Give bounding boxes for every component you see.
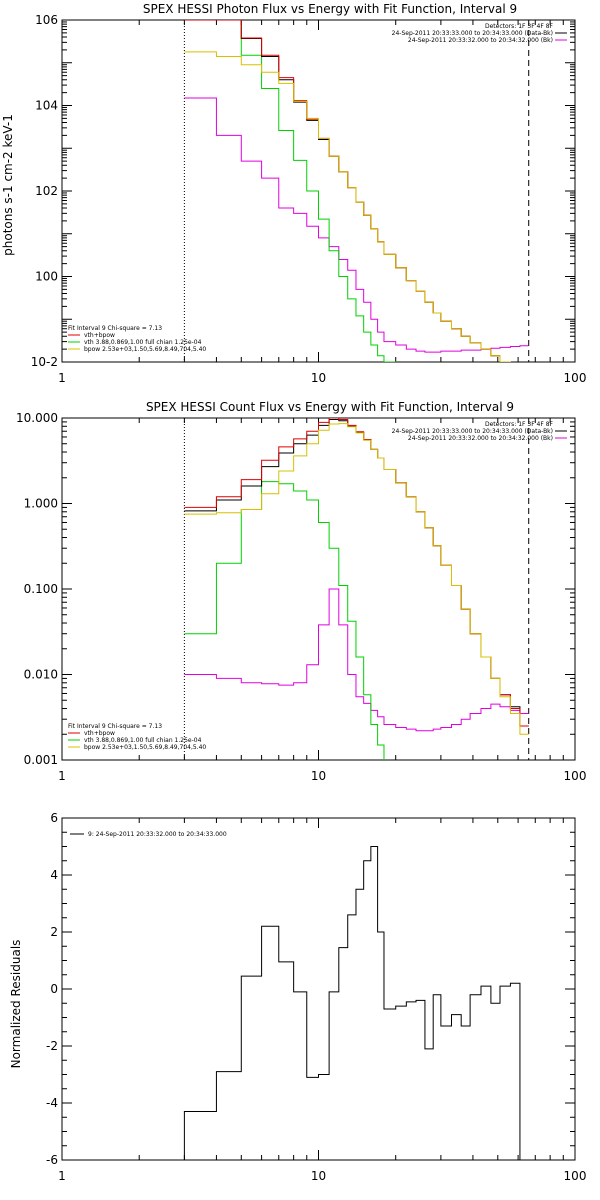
count-flux-plot-area bbox=[183, 418, 530, 760]
photon-flux-y-tick-label: 100 bbox=[35, 270, 58, 284]
residuals-legend-entry: 9: 24-Sep-2011 20:33:32.000 to 20:34:33.… bbox=[88, 831, 227, 838]
count-flux-legend-entry: vth+bpow bbox=[84, 730, 115, 737]
residuals-y-tick-label: 0 bbox=[50, 982, 58, 996]
photon-flux-series-vth bbox=[184, 20, 397, 362]
photon-flux-header-line: Detectors: 1F 3F 4F 8F bbox=[485, 23, 554, 30]
photon-flux-plot: SPEX HESSI Photon Flux vs Energy with Fi… bbox=[1, 2, 586, 385]
residuals-y-tick-label: 2 bbox=[50, 925, 58, 939]
count-flux-legend-title: Fit Interval 9 Chi-square = 7.13 bbox=[68, 723, 162, 730]
photon-flux-x-tick-label: 1 bbox=[58, 371, 66, 385]
photon-flux-header-line: 24-Sep-2011 20:33:32.000 to 20:34:32.000… bbox=[408, 37, 553, 44]
count-flux-axes-frame bbox=[61, 417, 576, 761]
count-flux-y-tick-label: 0.001 bbox=[24, 753, 58, 767]
count-flux-series-vth bbox=[184, 481, 385, 760]
count-flux-header-line: 24-Sep-2011 20:33:32.000 to 20:34:32.000… bbox=[408, 435, 553, 442]
residuals-x-tick-label: 100 bbox=[564, 1169, 587, 1183]
photon-flux-legend-title: Fit Interval 9 Chi-square = 7.13 bbox=[68, 325, 162, 332]
count-flux-y-tick-label: 10.000 bbox=[16, 411, 58, 425]
photon-flux-y-tick-label: 104 bbox=[35, 99, 58, 113]
count-flux-x-tick-label: 100 bbox=[564, 769, 587, 783]
photon-flux-x-tick-label: 10 bbox=[311, 371, 326, 385]
count-flux-series-bpow bbox=[184, 423, 529, 735]
count-flux-plot: SPEX HESSI Count Flux vs Energy with Fit… bbox=[16, 400, 586, 783]
count-flux-header-line: Detectors: 1F 3F 4F 8F bbox=[485, 421, 554, 428]
photon-flux-header-line: 24-Sep-2011 20:33:33.000 to 20:34:33.000… bbox=[392, 30, 553, 37]
residuals-series-total bbox=[183, 846, 529, 1160]
residuals-axes-frame bbox=[61, 817, 576, 1161]
count-flux-legend-entry: bpow 2.53e+03,1.50,5.69,8.49,704,5.40 bbox=[84, 744, 206, 751]
photon-flux-y-tick-label: 10-2 bbox=[31, 355, 58, 369]
count-flux-legend-entry: vth 3.88,0.869,1.00 full chian 1.25e-04 bbox=[84, 737, 202, 744]
photon-flux-y-tick-label: 106 bbox=[35, 13, 58, 27]
count-flux-title: SPEX HESSI Count Flux vs Energy with Fit… bbox=[146, 400, 514, 414]
residuals-y-axis-label: Normalized Residuals bbox=[9, 940, 23, 1069]
residuals-y-tick-label: -4 bbox=[46, 1096, 58, 1110]
photon-flux-x-tick-label: 100 bbox=[564, 371, 587, 385]
photon-flux-legend-entry: vth+bpow bbox=[84, 332, 115, 339]
photon-flux-y-axis-label: photons s-1 cm-2 keV-1 bbox=[1, 114, 15, 256]
residuals-plot: Normalized Residuals 1 10 100 -6 -4 -2 0 2 4 6 9: … bbox=[9, 811, 586, 1183]
photon-flux-series-bpow bbox=[184, 51, 511, 362]
photon-flux-y-tick-label: 102 bbox=[35, 184, 58, 198]
count-flux-y-tick-label: 1.000 bbox=[24, 497, 58, 511]
count-flux-x-tick-label: 1 bbox=[58, 769, 66, 783]
count-flux-series-fit_sum bbox=[184, 418, 529, 727]
count-flux-series-background bbox=[184, 588, 529, 732]
residuals-plot-area bbox=[183, 846, 529, 1160]
photon-flux-title: SPEX HESSI Photon Flux vs Energy with Fi… bbox=[143, 2, 517, 16]
photon-flux-legend-entry: vth 3.88,0.869,1.00 full chian 1.25e-04 bbox=[84, 339, 202, 346]
residuals-y-tick-label: -6 bbox=[46, 1153, 58, 1167]
residuals-y-tick-label: -2 bbox=[46, 1039, 58, 1053]
photon-flux-legend-entry: bpow 2.53e+03,1.50,5.69,8.49,704,5.40 bbox=[84, 346, 206, 353]
residuals-y-tick-label: 6 bbox=[50, 811, 58, 825]
residuals-y-tick-label: 4 bbox=[50, 868, 58, 882]
count-flux-series-total bbox=[184, 419, 529, 727]
count-flux-y-tick-label: 0.100 bbox=[24, 582, 58, 596]
residuals-x-tick-label: 10 bbox=[311, 1169, 326, 1183]
count-flux-y-tick-label: 0.010 bbox=[24, 668, 58, 682]
count-flux-header-line: 24-Sep-2011 20:33:33.000 to 20:34:33.000… bbox=[392, 428, 553, 435]
photon-flux-series-background bbox=[184, 97, 529, 353]
count-flux-x-tick-label: 10 bbox=[311, 769, 326, 783]
residuals-x-tick-label: 1 bbox=[58, 1169, 66, 1183]
photon-flux-plot-area bbox=[183, 20, 530, 362]
